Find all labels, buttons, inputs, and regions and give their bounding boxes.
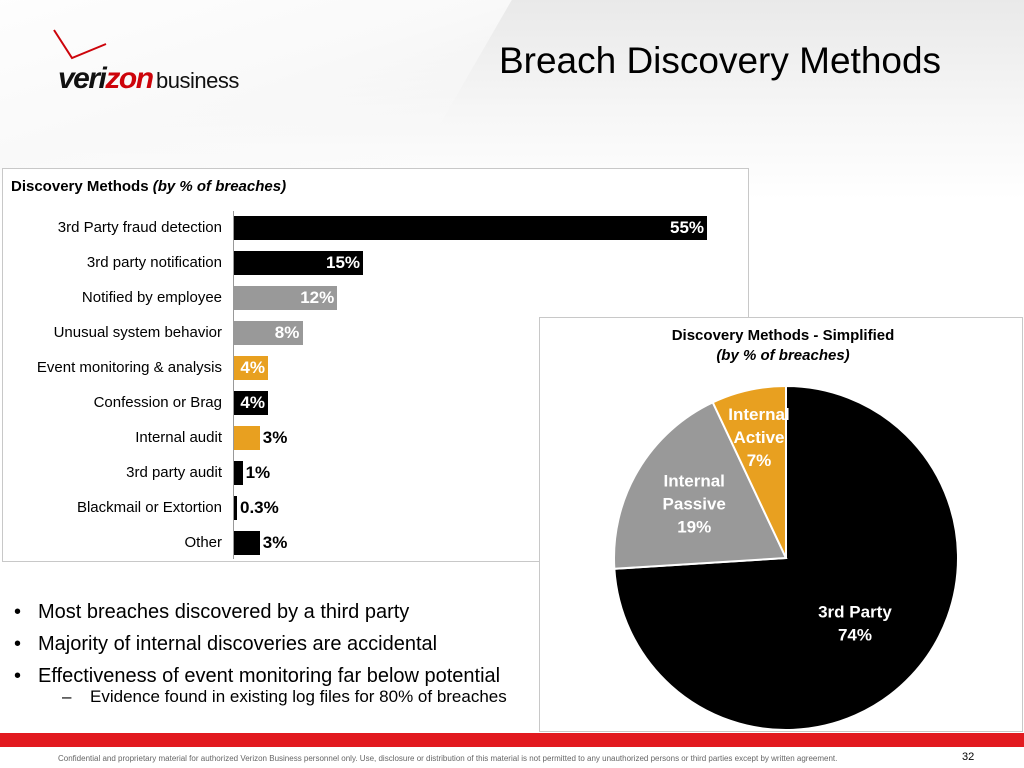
bullet-dot-icon: • — [14, 633, 22, 655]
bar-category-label: 3rd party audit — [126, 464, 222, 481]
bar-chart-title: Discovery Methods (by % of breaches) — [11, 178, 286, 195]
bar-category-label: Internal audit — [135, 429, 222, 446]
bullet-list: • Most breaches discovered by a third par… — [14, 596, 614, 708]
pie-slice-label: Internal Active 7% — [728, 405, 789, 470]
bar-data-label: 3% — [262, 428, 288, 447]
pie-slice-label-line: Internal — [728, 405, 789, 424]
bar-data-label: 4% — [240, 358, 265, 377]
pie-slice-label-line: 19% — [677, 518, 711, 537]
pie-slice — [711, 384, 787, 559]
pie-slice-label-line: Passive — [663, 495, 726, 514]
pie-slice-label-line: 3rd Party — [818, 602, 892, 621]
bullet-text: Effectiveness of event monitoring far be… — [38, 665, 501, 687]
sub-bullet-item: – Evidence found in existing log files fo… — [14, 686, 614, 708]
bar-data-label: 0.3% — [240, 498, 279, 517]
pie-chart-title: Discovery Methods - Simplified (by % of … — [540, 326, 1024, 366]
sub-bullet-text: Evidence found in existing log files for… — [90, 687, 507, 706]
slide-title: Breach Discovery Methods — [498, 40, 942, 81]
pie-chart-title-text: Discovery Methods - Simplified — [671, 327, 895, 344]
bar — [234, 251, 363, 275]
bar-data-label: 8% — [274, 323, 300, 342]
bar-category-label: 3rd party notification — [86, 254, 222, 271]
bar-data-label: 1% — [245, 463, 271, 482]
bar — [234, 356, 269, 380]
bar-category-label: Other — [184, 534, 222, 551]
bullet-text: Most breaches discovered by a third part… — [38, 601, 410, 623]
logo-text-business: business — [156, 68, 239, 93]
bar-data-label: 15% — [326, 253, 361, 272]
pie-slice-label-line: 7% — [747, 451, 772, 470]
pie-slice-label-line: Internal — [664, 472, 725, 491]
pie-slice-label: 3rd Party 74% — [818, 602, 892, 644]
bar-category-label: Confession or Brag — [93, 394, 222, 411]
logo-text-zon: zon — [105, 62, 154, 95]
bar-data-label: 4% — [240, 393, 265, 412]
sub-bullet-dash-icon: – — [62, 687, 72, 706]
bullet-dot-icon: • — [14, 601, 22, 623]
bullet-item: • Majority of internal discoveries are ac… — [14, 628, 614, 660]
pie-chart-panel: Discovery Methods - Simplified (by % of … — [539, 317, 1023, 732]
pie-slice-label: Internal Passive 19% — [663, 472, 726, 537]
pie-slice-label-line: Active — [733, 428, 784, 447]
bar — [234, 391, 269, 415]
bar-chart-title-text: Discovery Methods — [11, 178, 149, 195]
verizon-business-logo: verizon business — [48, 28, 239, 98]
pie-slice — [613, 401, 788, 570]
footer-red-band — [0, 733, 1024, 747]
bar-data-label: 12% — [300, 288, 335, 307]
bullet-text: Majority of internal discoveries are acc… — [38, 633, 438, 655]
bar-category-label: Blackmail or Extortion — [76, 499, 222, 516]
bar — [234, 531, 260, 555]
bar-chart-axis — [233, 211, 234, 559]
pie-chart-subtitle: (by % of breaches) — [716, 347, 850, 364]
bar — [234, 286, 338, 310]
bar — [234, 426, 260, 450]
bullet-item: • Effectiveness of event monitoring far b… — [14, 660, 614, 692]
page-number: 32 — [962, 751, 975, 763]
bar-category-label: Notified by employee — [81, 289, 222, 306]
bar-chart-subtitle: (by % of breaches) — [152, 178, 287, 195]
bar-category-label: Event monitoring & analysis — [36, 359, 222, 376]
bar-category-label: 3rd Party fraud detection — [57, 219, 222, 236]
bullet-dot-icon: • — [14, 665, 22, 687]
bar — [234, 461, 243, 485]
logo-check-icon — [53, 29, 107, 60]
bar-category-label: Unusual system behavior — [53, 324, 222, 341]
pie-slice-label-line: 74% — [838, 625, 872, 644]
bar — [234, 496, 237, 520]
logo-wordmark: verizon — [58, 62, 154, 96]
bullet-item: • Most breaches discovered by a third par… — [14, 596, 614, 628]
bar-data-label: 55% — [670, 218, 705, 237]
logo-text-veri: veri — [58, 62, 107, 95]
pie-chart: 3rd Party 74% Internal Passive 19% Internal Ac… — [613, 384, 959, 731]
confidentiality-footer: Confidential and proprietary material fo… — [58, 754, 838, 763]
bar — [234, 216, 707, 240]
bar-data-label: 3% — [262, 533, 288, 552]
bar — [234, 321, 303, 345]
